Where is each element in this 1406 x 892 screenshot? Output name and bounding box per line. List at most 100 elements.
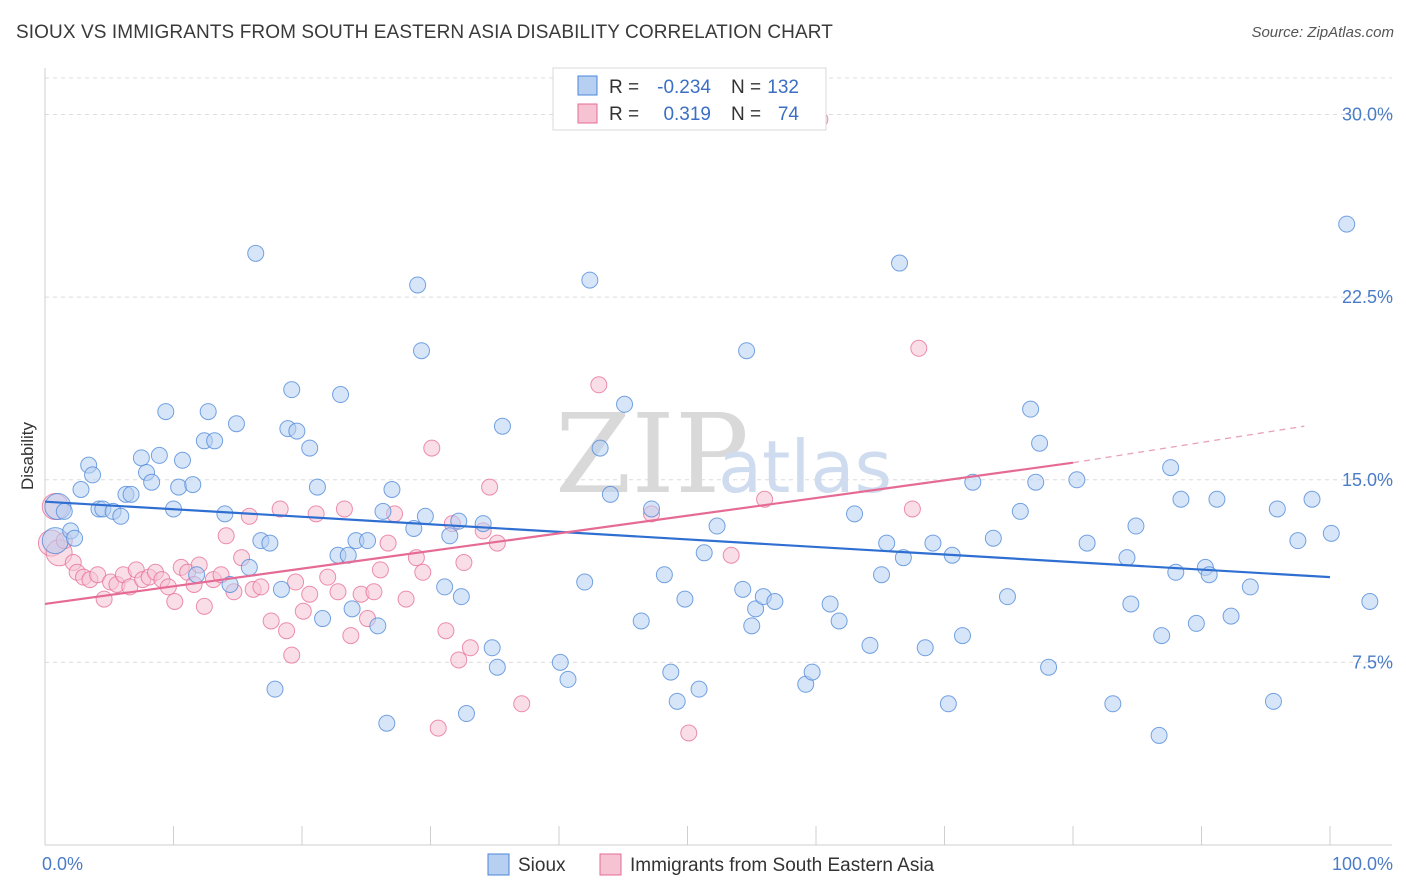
- immigrants-point-20: [166, 593, 184, 611]
- sioux-point-64: [493, 417, 511, 435]
- sioux-point-77: [676, 590, 694, 608]
- sioux-point-74: [655, 566, 673, 584]
- sioux-point-43: [332, 386, 350, 404]
- sioux-point-33: [261, 534, 279, 552]
- sioux-point-65: [551, 653, 569, 671]
- sioux-n-label: N =: [731, 77, 761, 98]
- sioux-point-117: [1153, 627, 1171, 645]
- sioux-point-49: [374, 502, 392, 520]
- sioux-n-value: 132: [767, 77, 799, 98]
- immigrants-point-65: [513, 695, 531, 713]
- sioux-point-71: [616, 395, 634, 413]
- immigrants-n-value: 74: [778, 104, 800, 125]
- immigrants-point-25: [195, 597, 213, 615]
- immigrants-swatch: [577, 103, 598, 124]
- sioux-point-69: [591, 439, 609, 457]
- sioux-point-83: [743, 617, 761, 635]
- bottom-legend-sioux-label: Sioux: [518, 855, 566, 876]
- sioux-point-116: [1150, 726, 1168, 744]
- sioux-point-86: [766, 593, 784, 611]
- sioux-point-126: [1241, 578, 1259, 596]
- sioux-point-37: [283, 381, 301, 399]
- sioux-point-130: [1303, 490, 1321, 508]
- immigrants-point-39: [294, 602, 312, 620]
- y-tick-label-0: 7.5%: [1352, 652, 1393, 672]
- sioux-point-20: [170, 478, 188, 496]
- sioux-point-115: [1127, 517, 1145, 535]
- immigrants-points: [37, 110, 928, 742]
- sioux-point-98: [924, 534, 942, 552]
- sioux-point-73: [643, 500, 661, 518]
- sioux-point-129: [1289, 532, 1307, 550]
- sioux-point-125: [1222, 607, 1240, 625]
- source-credit: Source: ZipAtlas.com: [1251, 24, 1394, 41]
- sioux-swatch: [577, 75, 598, 96]
- sioux-point-76: [668, 692, 686, 710]
- sioux-point-127: [1264, 692, 1282, 710]
- immigrants-point-63: [481, 478, 499, 496]
- sioux-point-104: [998, 588, 1016, 606]
- y-tick-labels: 7.5% 15.0% 22.5% 30.0%: [1342, 105, 1393, 673]
- immigrants-point-61: [461, 639, 479, 657]
- sioux-point-39: [301, 439, 319, 457]
- sioux-point-110: [1068, 471, 1086, 489]
- sioux-point-54: [413, 342, 431, 360]
- sioux-point-82: [738, 342, 756, 360]
- sioux-point-26: [206, 432, 224, 450]
- sioux-point-102: [964, 473, 982, 491]
- sioux-point-113: [1118, 549, 1136, 567]
- immigrants-point-56: [429, 719, 447, 737]
- sioux-point-5: [72, 481, 90, 499]
- sioux-point-63: [488, 658, 506, 676]
- sioux-point-131: [1322, 524, 1340, 542]
- sioux-point-18: [157, 403, 175, 421]
- sioux-point-70: [601, 485, 619, 503]
- immigrants-r-label: R =: [609, 104, 639, 125]
- bottom-legend-immigrants-label: Immigrants from South Eastern Asia: [630, 855, 935, 876]
- immigrants-point-54: [414, 563, 432, 581]
- sioux-point-11: [112, 507, 130, 525]
- sioux-point-50: [378, 714, 396, 732]
- sioux-point-66: [559, 670, 577, 688]
- sioux-point-92: [861, 636, 879, 654]
- sioux-point-68: [581, 271, 599, 289]
- immigrants-point-55: [423, 439, 441, 457]
- watermark: ZIP atlas: [555, 390, 892, 518]
- sioux-point-132: [1338, 215, 1356, 233]
- sioux-point-101: [953, 627, 971, 645]
- sioux-point-88: [803, 663, 821, 681]
- watermark-zip: ZIP: [555, 390, 749, 518]
- sioux-point-16: [143, 473, 161, 491]
- immigrants-point-31: [240, 507, 258, 525]
- sioux-point-128: [1268, 500, 1286, 518]
- sioux-point-118: [1162, 459, 1180, 477]
- sioux-point-4: [66, 529, 84, 547]
- sioux-point-31: [247, 244, 265, 262]
- immigrants-point-73: [722, 546, 740, 564]
- immigrants-n-label: N =: [731, 104, 761, 125]
- sioux-points: [41, 215, 1379, 744]
- sioux-point-2: [55, 502, 73, 520]
- sioux-point-55: [416, 507, 434, 525]
- immigrants-point-59: [450, 651, 468, 669]
- sioux-point-84: [747, 600, 765, 618]
- immigrants-point-68: [680, 724, 698, 742]
- sioux-point-47: [359, 532, 377, 550]
- immigrants-point-41: [307, 505, 325, 523]
- immigrants-point-40: [301, 585, 319, 603]
- immigrants-point-57: [437, 622, 455, 640]
- immigrants-point-42: [319, 568, 337, 586]
- sioux-point-22: [184, 476, 202, 494]
- immigrants-point-49: [371, 561, 389, 579]
- immigrants-point-72: [756, 490, 774, 508]
- sioux-point-90: [830, 612, 848, 630]
- bottom-legend: Sioux Immigrants from South Eastern Asia: [487, 853, 935, 876]
- sioux-point-30: [240, 558, 258, 576]
- sioux-point-41: [314, 610, 332, 628]
- trendlines: [44, 425, 1331, 606]
- sioux-point-45: [343, 600, 361, 618]
- sioux-point-60: [457, 705, 475, 723]
- sioux-point-61: [474, 515, 492, 533]
- immigrants-point-44: [335, 500, 353, 518]
